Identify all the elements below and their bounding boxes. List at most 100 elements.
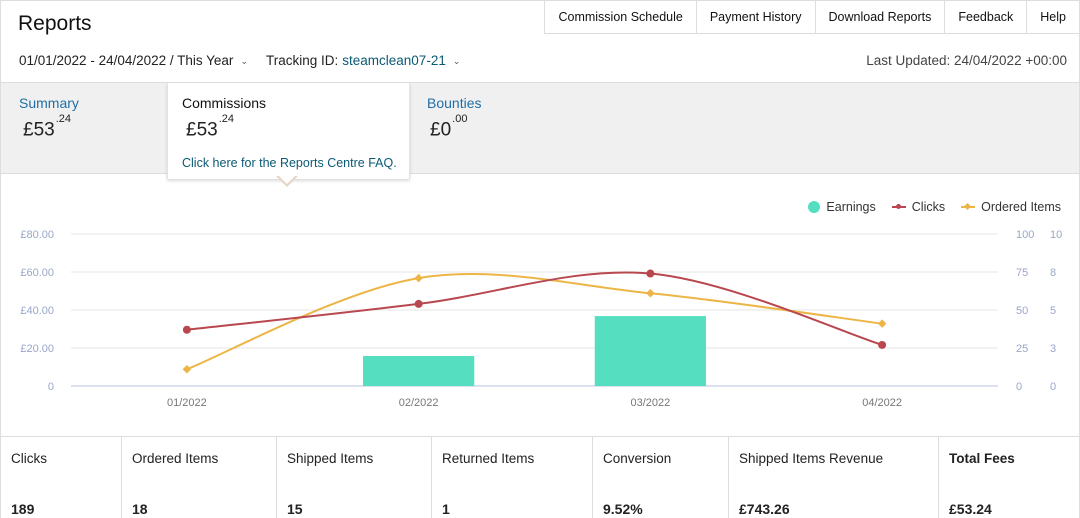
ordered-items-point	[877, 319, 887, 328]
y-right-items-tick-label: 10	[1050, 229, 1062, 241]
payment-history-link[interactable]: Payment History	[695, 1, 815, 34]
top-links: Commission Schedule Payment History Down…	[544, 1, 1079, 34]
stat-value: 189	[11, 501, 35, 517]
earnings-bar	[594, 316, 706, 386]
ordered-items-point	[646, 289, 655, 298]
tab-commissions[interactable]: Commissions £53.24 Click here for the Re…	[167, 83, 410, 179]
clicks-point	[414, 299, 423, 308]
y-right-clicks-tick-label: 0	[1016, 381, 1022, 393]
stat-value: £743.26	[739, 501, 790, 517]
stat-label: Conversion	[603, 451, 672, 466]
chevron-down-icon: ⌄	[240, 56, 248, 66]
report-header: Reports Commission Schedule Payment Hist…	[0, 0, 1080, 82]
feedback-link[interactable]: Feedback	[944, 1, 1027, 34]
stat-value: 1	[442, 501, 450, 517]
x-tick-label: 02/2022	[399, 397, 439, 409]
tracking-id-dropdown[interactable]: Tracking ID: steamclean07-21 ⌄	[266, 53, 460, 68]
stat-label: Shipped Items Revenue	[739, 451, 884, 466]
stat-shipped-items-revenue: Shipped Items Revenue £743.26	[729, 437, 939, 518]
legend-earnings[interactable]: Earnings	[808, 200, 876, 214]
stat-clicks: Clicks 189	[1, 437, 122, 518]
summary-amount: £53.24	[23, 113, 71, 141]
help-link[interactable]: Help	[1026, 1, 1079, 34]
earnings-bar	[363, 355, 475, 386]
y-right-clicks-tick-label: 25	[1016, 343, 1028, 355]
commission-schedule-link[interactable]: Commission Schedule	[544, 1, 696, 34]
active-tab-caret	[276, 175, 298, 187]
clicks-point	[182, 325, 191, 334]
stat-ordered-items: Ordered Items 18	[122, 437, 277, 518]
stat-total-fees: Total Fees £53.24	[939, 437, 1079, 518]
stat-value: 18	[132, 501, 148, 517]
chart-legend: Earnings Clicks Ordered Items	[792, 200, 1061, 214]
stat-returned-items: Returned Items 1	[432, 437, 593, 518]
commissions-amount: £53.24	[186, 113, 234, 141]
y-left-tick-label: 0	[48, 381, 54, 393]
chart-plot: 0 £20.00 £40.00 £60.00 £80.00 0 25 50 75 100 0 3 5 8 1…	[20, 229, 1062, 409]
report-tabs: Summary £53.24 Commissions £53.24 Click …	[0, 82, 1080, 179]
amount-major: 53	[196, 119, 218, 141]
clicks-swatch	[891, 204, 906, 209]
tab-bounties[interactable]: Bounties £0.00	[410, 83, 610, 175]
x-tick-label: 04/2022	[862, 397, 902, 409]
stat-label: Total Fees	[949, 451, 1015, 466]
date-range-dropdown[interactable]: 01/01/2022 - 24/04/2022 / This Year ⌄	[19, 53, 248, 68]
tab-summary[interactable]: Summary £53.24	[1, 83, 167, 175]
y-right-items-tick-label: 5	[1050, 305, 1056, 317]
legend-label: Clicks	[911, 200, 946, 214]
last-updated: Last Updated: 24/04/2022 +00:00	[866, 53, 1067, 68]
amount-minor: .24	[55, 113, 72, 125]
ordered-items-line	[186, 273, 883, 371]
stat-value: 15	[287, 501, 303, 517]
ordered-items-point	[182, 365, 192, 374]
ordered-items-point	[414, 273, 423, 283]
y-right-clicks-tick-label: 100	[1016, 229, 1034, 241]
tab-summary-label: Summary	[19, 95, 79, 111]
tracking-id-value: steamclean07-21	[342, 53, 446, 68]
clicks-point	[646, 269, 655, 278]
stat-label: Clicks	[11, 451, 47, 466]
filters-bar: 01/01/2022 - 24/04/2022 / This Year ⌄ Tr…	[19, 53, 478, 68]
download-reports-link[interactable]: Download Reports	[814, 1, 945, 34]
y-right-clicks-tick-label: 50	[1016, 305, 1028, 317]
stat-shipped-items: Shipped Items 15	[277, 437, 432, 518]
chevron-down-icon: ⌄	[452, 56, 461, 66]
earnings-swatch	[808, 201, 821, 213]
clicks-point	[878, 340, 887, 349]
date-range-value: 01/01/2022 - 24/04/2022 / This Year	[19, 53, 234, 68]
stat-value: £53.24	[949, 501, 992, 517]
stat-label: Ordered Items	[132, 451, 219, 466]
y-left-tick-label: £80.00	[20, 229, 54, 241]
amount-major: 0	[440, 119, 452, 141]
page-title: Reports	[18, 12, 92, 35]
y-left-tick-label: £40.00	[20, 305, 54, 317]
stat-conversion: Conversion 9.52%	[593, 437, 729, 518]
tracking-id-label: Tracking ID:	[265, 53, 339, 68]
currency-symbol: £	[186, 119, 197, 141]
legend-label: Ordered Items	[981, 200, 1061, 214]
y-right-items-tick-label: 3	[1050, 343, 1056, 355]
stat-label: Shipped Items	[287, 451, 374, 466]
currency-symbol: £	[23, 119, 34, 141]
legend-ordered-items[interactable]: Ordered Items	[961, 200, 1061, 214]
legend-label: Earnings	[826, 200, 876, 214]
x-tick-label: 01/2022	[167, 397, 207, 409]
legend-clicks[interactable]: Clicks	[891, 200, 946, 214]
reports-faq-link[interactable]: Click here for the Reports Centre FAQ.	[182, 156, 397, 170]
currency-symbol: £	[430, 119, 441, 141]
y-right-clicks-tick-label: 75	[1016, 267, 1028, 279]
tab-bounties-label: Bounties	[427, 95, 482, 111]
y-right-items-tick-label: 8	[1050, 267, 1056, 279]
y-left-tick-label: £20.00	[20, 343, 54, 355]
bounties-amount: £0.00	[430, 113, 467, 141]
amount-minor: .24	[218, 113, 235, 125]
clicks-line	[186, 271, 883, 346]
ordered-items-swatch	[961, 206, 976, 208]
stat-label: Returned Items	[442, 451, 535, 466]
amount-major: 53	[33, 119, 55, 141]
y-left-tick-label: £60.00	[20, 267, 54, 279]
earnings-chart: Earnings Clicks Ordered Items 0 £20.00 £40…	[0, 174, 1080, 436]
stat-value: 9.52%	[603, 501, 643, 517]
amount-minor: .00	[452, 113, 468, 125]
y-right-items-tick-label: 0	[1050, 381, 1056, 393]
